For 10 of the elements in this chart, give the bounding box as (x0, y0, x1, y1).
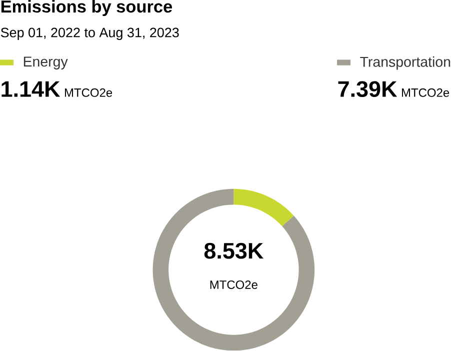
legend-label: Energy (24, 56, 68, 70)
text: MTCO2e (402, 88, 450, 98)
chart-title: Emissions by source (1, 0, 172, 16)
text: MTCO2e (64, 88, 112, 98)
text: 8.53K (204, 243, 264, 259)
chart-subtitle: Sep 01, 2022 to Aug 31, 2023 (0, 28, 179, 40)
text: MTCO2e (210, 280, 258, 290)
data-label: 7.39K (338, 81, 398, 98)
data-label: 1.14K (2, 81, 60, 97)
legend-label: Transportation (360, 56, 450, 70)
